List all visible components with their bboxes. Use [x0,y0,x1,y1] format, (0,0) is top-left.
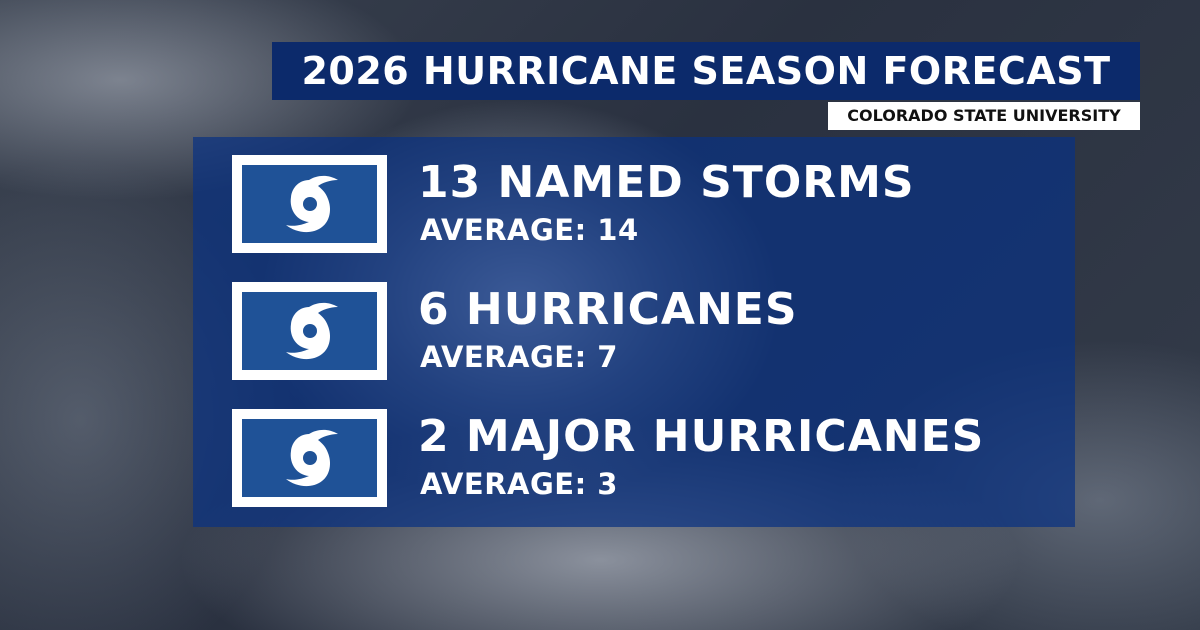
hurricane-symbol [286,175,338,233]
source: COLORADO STATE UNIVERSITY [828,102,1140,130]
headline: 2 MAJOR HURRICANES [418,411,985,462]
headline: 6 HURRICANES [418,284,798,335]
forecast-row: 6 HURRICANES AVERAGE: 7 [193,282,1075,382]
forecast-row: 2 MAJOR HURRICANES AVERAGE: 3 [193,409,1075,509]
average: AVERAGE: 7 [420,340,618,374]
forecast-row: 13 NAMED STORMS AVERAGE: 14 [193,155,1075,255]
panel: 13 NAMED STORMS AVERAGE: 14 6 HURRICANES AV… [193,137,1075,527]
average: AVERAGE: 3 [420,467,618,501]
icon-box [242,165,377,243]
icon-frame [232,155,387,253]
icon-box [242,292,377,370]
headline: 13 NAMED STORMS [418,157,915,208]
average: AVERAGE: 14 [420,213,639,247]
icon-frame [232,409,387,507]
hurricane-symbol [286,302,338,360]
hurricane-symbol [286,429,338,487]
icon-frame [232,282,387,380]
title: 2026 HURRICANE SEASON FORECAST [272,42,1140,100]
icon-box [242,419,377,497]
